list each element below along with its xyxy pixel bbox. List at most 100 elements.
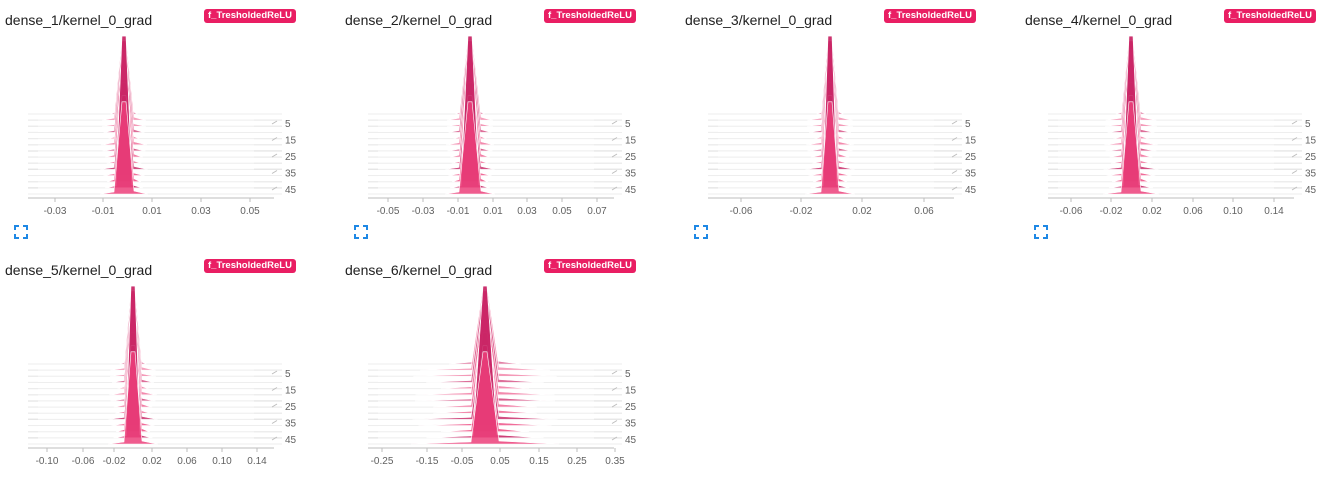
fullscreen-icon-glyph	[354, 225, 368, 239]
run-tag[interactable]: f_TresholdedReLU	[544, 259, 636, 273]
y-tick	[611, 420, 618, 424]
y-tick	[611, 186, 618, 191]
x-tick-label: 0.14	[1264, 206, 1284, 217]
x-tick-label: 0.10	[212, 456, 232, 467]
y-tick-label: 25	[285, 402, 297, 413]
y-tick-label: 35	[1305, 169, 1317, 180]
histogram-chart: -0.06 -0.02 0.02 0.06 5 15 25 35 45	[708, 35, 977, 217]
x-tick-label: -0.02	[103, 456, 126, 467]
y-tick-label: 15	[625, 136, 637, 147]
fullscreen-icon-glyph	[14, 225, 28, 239]
histogram-chart: -0.05 -0.03 -0.01 0.01 0.03 0.05 0.07 5 15 25 35 45	[368, 35, 637, 217]
fullscreen-corner	[694, 234, 699, 239]
y-tick	[951, 137, 958, 141]
y-tick	[611, 120, 618, 125]
x-tick-label: -0.15	[416, 456, 439, 467]
y-tick-label: 15	[1305, 136, 1317, 147]
histogram-card: dense_2/kernel_0_grad f_TresholdedReLU -…	[340, 0, 670, 250]
x-tick-label: 0.25	[567, 456, 587, 467]
y-tick	[271, 153, 278, 158]
fullscreen-corner	[14, 225, 19, 230]
y-tick-label: 45	[625, 435, 637, 446]
x-tick-label: 0.06	[177, 456, 197, 467]
y-tick	[611, 387, 618, 391]
card-title: dense_2/kernel_0_grad	[345, 12, 493, 28]
card-title: dense_1/kernel_0_grad	[5, 12, 153, 28]
y-tick-label: 35	[285, 419, 297, 430]
y-tick-label: 25	[285, 152, 297, 163]
card-title: dense_5/kernel_0_grad	[5, 262, 153, 278]
fullscreen-corner	[354, 234, 359, 239]
x-tick-label: 0.05	[490, 456, 510, 467]
x-tick-label: -0.01	[92, 206, 115, 217]
y-tick	[271, 370, 278, 375]
x-tick-label: 0.07	[587, 206, 607, 217]
fullscreen-corner	[14, 234, 19, 239]
y-tick-label: 15	[965, 136, 977, 147]
y-tick	[611, 436, 618, 441]
run-tag[interactable]: f_TresholdedReLU	[1224, 9, 1316, 23]
y-tick	[611, 370, 618, 375]
run-tag[interactable]: f_TresholdedReLU	[204, 259, 296, 273]
x-tick-label: 0.02	[852, 206, 872, 217]
histogram-ridge	[804, 101, 856, 195]
x-tick-label: 0.35	[605, 456, 625, 467]
fullscreen-corner	[363, 225, 368, 230]
histogram-chart: -0.10 -0.06 -0.02 0.02 0.06 0.10 0.14 5 15 25 35 45	[28, 285, 297, 467]
x-tick-label: 0.06	[914, 206, 934, 217]
y-tick	[271, 436, 278, 441]
y-tick	[271, 420, 278, 424]
y-tick-label: 35	[625, 169, 637, 180]
histogram-card: dense_6/kernel_0_grad f_TresholdedReLU -…	[340, 250, 670, 500]
y-tick	[611, 403, 618, 408]
fullscreen-corner	[1043, 225, 1048, 230]
x-tick-label: 0.01	[142, 206, 162, 217]
y-tick-label: 25	[1305, 152, 1317, 163]
histogram-ridge	[107, 351, 159, 445]
x-tick-label: -0.03	[44, 206, 67, 217]
histogram-ridge	[411, 351, 559, 445]
y-tick	[951, 153, 958, 158]
x-tick-label: 0.01	[483, 206, 503, 217]
histogram-card: dense_3/kernel_0_grad f_TresholdedReLU -…	[680, 0, 1010, 250]
fullscreen-icon[interactable]	[1034, 225, 1048, 239]
card-title: dense_6/kernel_0_grad	[345, 262, 493, 278]
x-tick-label: 0.02	[1142, 206, 1162, 217]
y-tick	[271, 137, 278, 141]
x-tick-label: -0.03	[412, 206, 435, 217]
y-tick-label: 25	[965, 152, 977, 163]
x-tick-label: -0.06	[1060, 206, 1083, 217]
y-tick	[611, 153, 618, 158]
x-tick-label: 0.10	[1223, 206, 1243, 217]
run-tag[interactable]: f_TresholdedReLU	[544, 9, 636, 23]
y-tick-label: 5	[625, 119, 631, 130]
x-tick-label: 0.14	[247, 456, 267, 467]
card-title: dense_4/kernel_0_grad	[1025, 12, 1173, 28]
y-tick-label: 35	[965, 169, 977, 180]
fullscreen-corner	[703, 225, 708, 230]
fullscreen-icon[interactable]	[354, 225, 368, 239]
fullscreen-icon[interactable]	[14, 225, 28, 239]
x-tick-label: 0.03	[517, 206, 537, 217]
y-tick-label: 35	[625, 419, 637, 430]
y-tick	[1291, 137, 1298, 141]
y-tick-label: 15	[285, 136, 297, 147]
y-tick-label: 5	[1305, 119, 1311, 130]
x-tick-label: -0.02	[1100, 206, 1123, 217]
y-tick	[611, 170, 618, 174]
y-tick-label: 5	[285, 119, 291, 130]
x-tick-label: 0.05	[552, 206, 572, 217]
x-tick-label: -0.06	[72, 456, 95, 467]
y-tick	[271, 403, 278, 408]
y-tick	[271, 120, 278, 125]
histogram-chart: -0.25 -0.15 -0.05 0.05 0.15 0.25 0.35 5 15 25 35 45	[368, 285, 637, 467]
histogram-chart: -0.06 -0.02 0.02 0.06 0.10 0.14 5 15 25 35 45	[1048, 35, 1317, 217]
y-tick-label: 15	[625, 386, 637, 397]
y-tick-label: 15	[285, 386, 297, 397]
run-tag[interactable]: f_TresholdedReLU	[204, 9, 296, 23]
run-tag[interactable]: f_TresholdedReLU	[884, 9, 976, 23]
fullscreen-corner	[23, 225, 28, 230]
fullscreen-icon[interactable]	[694, 225, 708, 239]
y-tick-label: 45	[625, 185, 637, 196]
y-tick-label: 5	[965, 119, 971, 130]
